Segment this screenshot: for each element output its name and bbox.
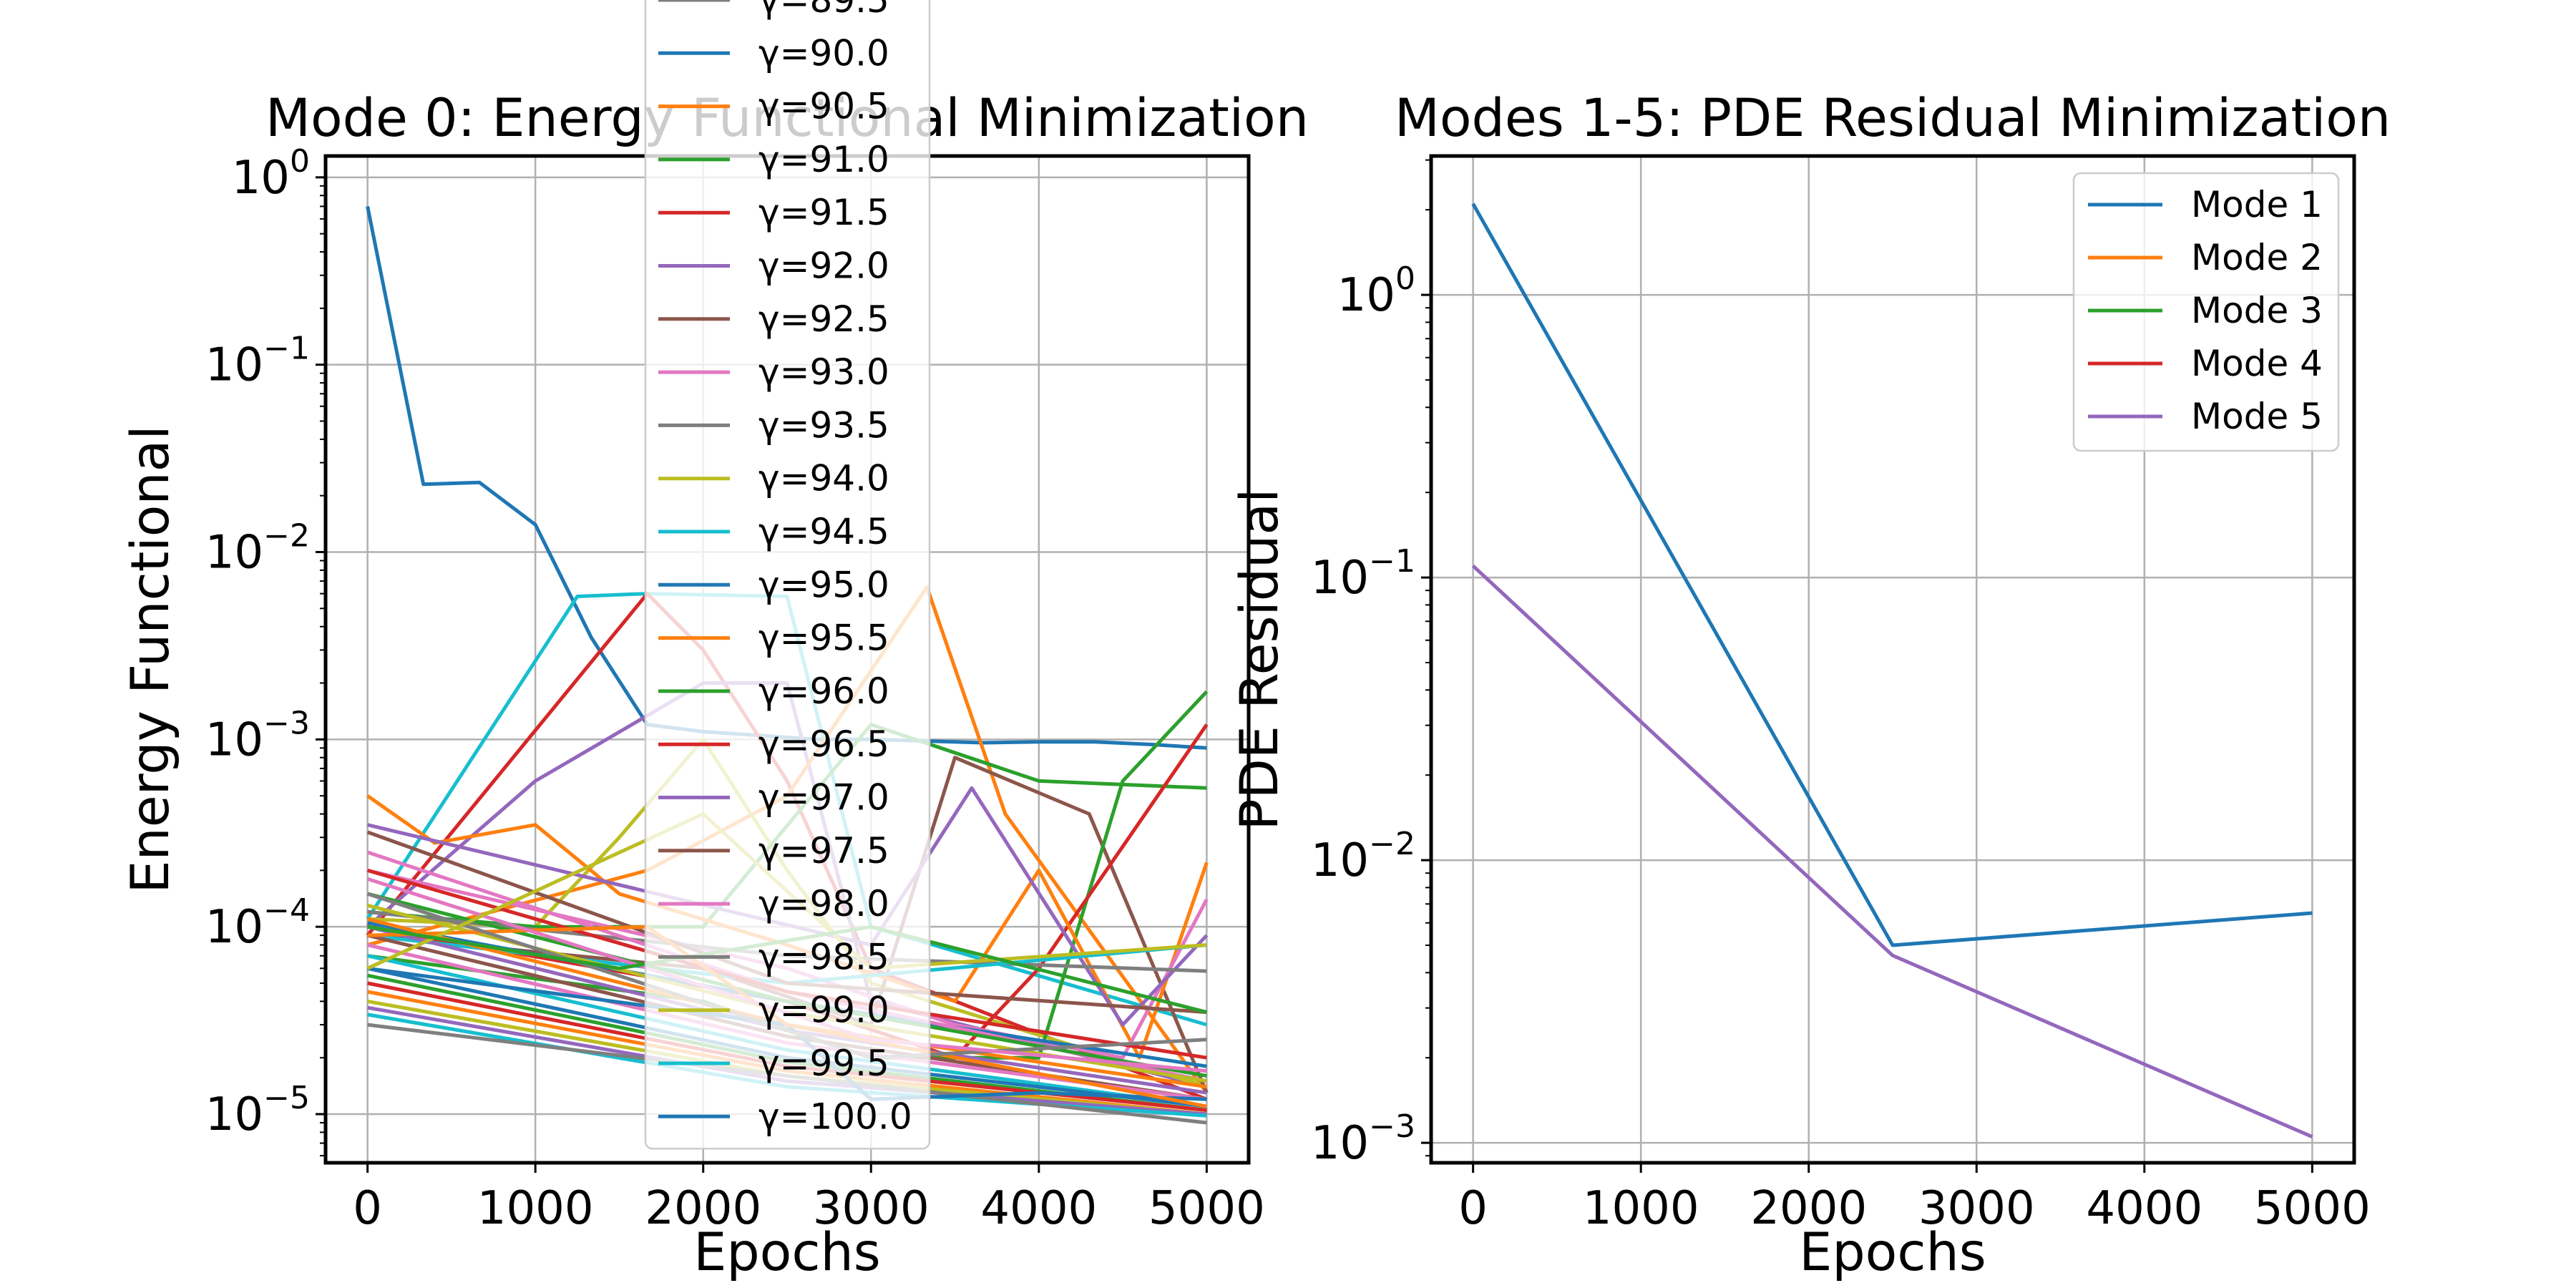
y-tick-base: 10 [205,527,263,580]
legend-label: Mode 3 [2191,290,2323,331]
y-tick-exponent: 0 [1395,260,1415,297]
legend-label: γ=93.0 [758,351,889,393]
legend-label: γ=99.5 [758,1043,889,1084]
y-tick-exponent: −3 [1369,1108,1415,1145]
legend-label: γ=98.5 [758,936,889,977]
legend-label: γ=96.5 [758,723,889,765]
y-tick-base: 10 [205,339,263,392]
legend-label: γ=93.5 [758,404,889,446]
axes-frame [1429,154,2356,1165]
y-tick-label: 10−1 [1311,543,1415,605]
x-axis-label: Epochs [693,1222,881,1283]
pde-residual-chart: 0 1000 2000 3000 4000 500010010−110−210−3Epoc… [1229,88,2391,1283]
legend-label: Mode 4 [2191,343,2323,384]
legend-label: γ=95.5 [758,618,889,659]
legend-label: γ=94.0 [758,458,889,499]
legend-label: γ=100.0 [758,1096,912,1137]
y-tick-base: 10 [232,152,290,205]
y-tick-base: 10 [205,713,263,766]
x-tick-label: 0 [353,1182,382,1235]
x-tick-label: 3000 [813,1182,930,1235]
legend-label: γ=92.0 [758,245,889,287]
legend: γ=89.5 γ=90.0 γ=90.5 γ=91.0 γ=91.5 γ=92.0 γ=92… [644,0,931,1150]
y-tick-exponent: −2 [1369,826,1415,862]
y-tick-label: 100 [1337,260,1415,322]
legend-frame [644,0,931,1150]
y-tick-exponent: −1 [1369,543,1415,580]
x-tick-label: 5000 [2254,1182,2371,1235]
y-tick-base: 10 [205,901,263,954]
legend-label: γ=97.0 [758,777,889,819]
x-tick-label: 2000 [1750,1182,1867,1235]
y-tick-exponent: −4 [263,892,310,929]
x-axis-label: Epochs [1799,1222,1986,1283]
y-tick-exponent: −3 [263,705,310,741]
energy-functional-chart: 0 1000 2000 3000 4000 500010010−110−210−310−4… [120,0,1309,1283]
y-tick-label: 10−3 [205,705,310,766]
y-tick-base: 10 [1337,269,1395,322]
legend-label: γ=96.0 [758,670,889,712]
legend-label: γ=89.5 [758,0,889,21]
legend-label: γ=97.5 [758,830,889,872]
y-tick-exponent: 0 [290,143,310,180]
x-tick-label: 4000 [2086,1182,2202,1235]
y-tick-label: 10−2 [1311,826,1415,887]
y-tick-label: 10−4 [205,892,310,954]
x-tick-label: 5000 [1148,1182,1265,1235]
legend-label: γ=99.0 [758,990,889,1031]
legend-label: γ=91.0 [758,139,889,180]
y-tick-exponent: −5 [263,1080,310,1116]
legend-label: γ=90.5 [758,86,889,127]
y-tick-exponent: −1 [263,331,310,367]
series-line [1471,564,2313,1138]
series-group [1471,203,2313,1138]
y-tick-label: 10−2 [205,518,310,580]
chart-title: Modes 1-5: PDE Residual Minimization [1395,88,2391,149]
gridlines [1431,156,2354,1163]
legend-label: γ=98.0 [758,883,889,924]
x-tick-label: 1000 [477,1182,594,1235]
legend-label: γ=90.0 [758,32,889,74]
legend-label: Mode 1 [2191,184,2323,225]
legend-label: γ=94.5 [758,511,889,552]
legend-frame [2072,172,2340,452]
x-tick-label: 2000 [645,1182,761,1235]
x-tick-label: 0 [1458,1182,1488,1235]
legend-label: Mode 2 [2191,237,2323,278]
legend: Mode 1 Mode 2 Mode 3 Mode 4 Mode 5 [2072,172,2340,452]
y-axis-label: PDE Residual [1229,489,1290,831]
x-tick-label: 3000 [1918,1182,2035,1235]
y-tick-label: 10−5 [205,1080,310,1141]
legend-label: γ=95.0 [758,564,889,605]
y-tick-label: 10−3 [1311,1108,1415,1170]
legend-label: γ=92.5 [758,298,889,340]
x-tick-label: 1000 [1583,1182,1699,1235]
y-tick-exponent: −2 [263,518,310,555]
series-line [1471,203,2313,947]
y-axis-label: Energy Functional [120,425,181,893]
y-tick-base: 10 [1311,1117,1369,1170]
y-tick-base: 10 [1311,552,1369,605]
x-tick-label: 4000 [980,1182,1097,1235]
y-tick-label: 10−1 [205,331,310,392]
legend-label: Mode 5 [2191,396,2323,437]
y-tick-base: 10 [205,1088,263,1141]
y-tick-base: 10 [1311,834,1369,887]
y-tick-label: 100 [232,143,310,205]
legend-label: γ=91.5 [758,192,889,233]
